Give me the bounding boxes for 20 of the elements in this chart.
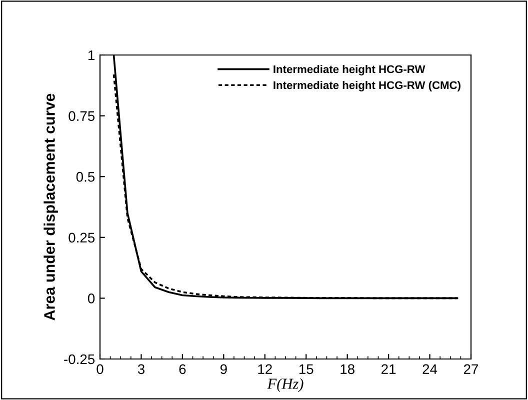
- x-tick-label: 18: [340, 364, 354, 374]
- x-tick-label: 15: [299, 364, 314, 374]
- y-tick-label: -0.25: [64, 354, 95, 364]
- x-tick-label: 9: [220, 364, 227, 374]
- x-tick-label: 12: [258, 364, 272, 374]
- y-tick-label: 0: [88, 294, 95, 304]
- x-axis-title: F(Hz): [267, 378, 304, 392]
- x-tick-label: 24: [422, 364, 438, 374]
- y-tick-label: 0.25: [68, 232, 95, 243]
- y-tick-label: 1: [88, 50, 94, 60]
- legend-label: Intermediate height HCG-RW: [274, 65, 426, 76]
- y-axis-title: Area under displacement curve: [44, 94, 58, 320]
- x-tick-label: 27: [464, 364, 478, 374]
- x-tick-label: 21: [382, 364, 396, 374]
- y-tick-label: 0.5: [76, 172, 95, 182]
- x-tick-label: 3: [138, 364, 144, 374]
- y-tick-label: 0.75: [68, 111, 95, 121]
- legend-label: Intermediate height HCG-RW (CMC): [274, 80, 460, 92]
- x-tick-label: 0: [96, 364, 104, 374]
- x-tick-label: 6: [179, 364, 186, 374]
